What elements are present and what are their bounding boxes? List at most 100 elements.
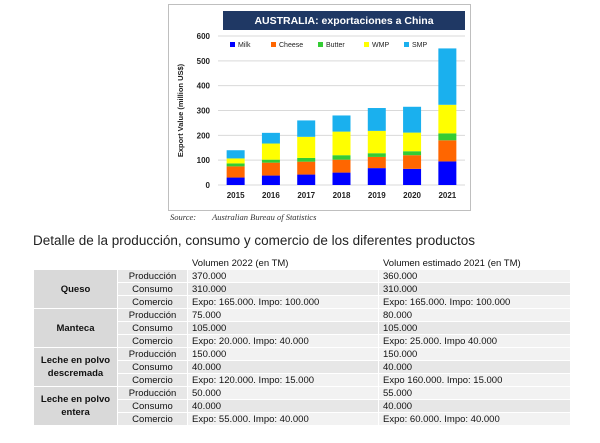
x-tick-label: 2017 <box>297 191 315 200</box>
metric-label: Producción <box>117 386 188 400</box>
y-axis-label: Export Value (million US$) <box>176 63 185 157</box>
bar-butter-2018 <box>332 155 351 160</box>
legend-label-milk: Milk <box>238 42 251 49</box>
x-tick-label: 2019 <box>368 191 386 200</box>
bar-smp-2018 <box>332 115 351 132</box>
value-2021: 55.000 <box>378 386 571 400</box>
y-tick-label: 500 <box>197 57 211 66</box>
value-2022: 40.000 <box>187 360 379 374</box>
legend-label-butter: Butter <box>326 42 345 49</box>
metric-label: Comercio <box>117 295 188 309</box>
production-table: Volumen 2022 (en TM) Volumen estimado 20… <box>33 256 571 426</box>
bar-milk-2021 <box>438 161 457 185</box>
legend-swatch-butter <box>318 42 323 47</box>
x-tick-label: 2020 <box>403 191 421 200</box>
bar-cheese-2021 <box>438 140 457 162</box>
legend-label-cheese: Cheese <box>279 42 303 49</box>
legend-swatch-wmp <box>364 42 369 47</box>
legend-label-wmp: WMP <box>372 42 389 49</box>
source-text: Australian Bureau of Statistics <box>212 212 317 222</box>
metric-label: Consumo <box>117 399 188 413</box>
value-2021: 40.000 <box>378 360 571 374</box>
y-tick-label: 300 <box>197 107 211 116</box>
bar-milk-2019 <box>367 168 386 185</box>
y-tick-label: 0 <box>206 181 211 190</box>
table-row: Comercio Expo: 20.000. Impo: 40.000 Expo: … <box>34 334 571 348</box>
source-label: Source: <box>170 212 197 222</box>
table-row: Consumo 40.000 40.000 <box>34 399 571 413</box>
header-metric <box>117 256 188 270</box>
section-heading: Detalle de la producción, consumo y come… <box>33 233 475 248</box>
y-tick-label: 600 <box>197 32 211 41</box>
value-2022: 370.000 <box>187 269 379 283</box>
bar-smp-2015 <box>226 150 245 159</box>
product-name: Manteca <box>33 308 118 348</box>
table-row: Consumo 105.000 105.000 <box>34 321 571 335</box>
y-tick-label: 100 <box>197 156 211 165</box>
bar-milk-2020 <box>403 168 422 185</box>
metric-label: Consumo <box>117 321 188 335</box>
value-2022: Expo: 20.000. Impo: 40.000 <box>187 334 379 348</box>
value-2021: 150.000 <box>378 347 571 361</box>
product-name: Leche en polvo descremada <box>33 347 118 387</box>
value-2021: Expo: 165.000. Impo: 100.000 <box>378 295 571 309</box>
bar-smp-2019 <box>367 108 386 131</box>
bar-cheese-2016 <box>261 162 280 176</box>
bar-butter-2020 <box>403 151 422 156</box>
metric-label: Producción <box>117 308 188 322</box>
bar-wmp-2017 <box>297 136 316 158</box>
bar-butter-2019 <box>367 153 386 157</box>
legend-label-smp: SMP <box>412 42 428 49</box>
bar-butter-2017 <box>297 157 316 162</box>
bar-smp-2017 <box>297 120 316 137</box>
header-volume-2022: Volumen 2022 (en TM) <box>187 256 379 270</box>
value-2021: 360.000 <box>378 269 571 283</box>
table-row: Consumo 40.000 40.000 <box>34 360 571 374</box>
value-2021: 80.000 <box>378 308 571 322</box>
value-2022: Expo: 55.000. Impo: 40.000 <box>187 412 379 426</box>
table-body: Queso Producción 370.000 360.000 Consumo 310.… <box>33 269 571 426</box>
bar-wmp-2015 <box>226 158 245 164</box>
x-tick-label: 2016 <box>262 191 280 200</box>
value-2022: 105.000 <box>187 321 379 335</box>
value-2022: 40.000 <box>187 399 379 413</box>
value-2021: 310.000 <box>378 282 571 296</box>
metric-label: Comercio <box>117 373 188 387</box>
bar-wmp-2018 <box>332 131 351 156</box>
bar-smp-2016 <box>261 132 280 144</box>
bar-cheese-2020 <box>403 155 422 169</box>
chart-source: Source: Australian Bureau of Statistics <box>170 212 330 222</box>
bar-wmp-2020 <box>403 132 422 152</box>
metric-label: Comercio <box>117 412 188 426</box>
metric-label: Consumo <box>117 282 188 296</box>
product-name: Leche en polvo entera <box>33 386 118 426</box>
bar-milk-2016 <box>261 175 280 185</box>
bar-milk-2015 <box>226 177 245 185</box>
header-volume-2021: Volumen estimado 2021 (en TM) <box>378 256 571 270</box>
product-name: Queso <box>33 269 118 309</box>
metric-label: Producción <box>117 269 188 283</box>
bar-milk-2017 <box>297 174 316 185</box>
value-2021: 105.000 <box>378 321 571 335</box>
metric-label: Producción <box>117 347 188 361</box>
bar-cheese-2019 <box>367 156 386 169</box>
chart-title: AUSTRALIA: exportaciones a China <box>223 11 465 30</box>
value-2022: 75.000 <box>187 308 379 322</box>
x-tick-label: 2021 <box>438 191 456 200</box>
metric-label: Comercio <box>117 334 188 348</box>
value-2022: 150.000 <box>187 347 379 361</box>
bar-cheese-2018 <box>332 159 351 173</box>
table-row: Comercio Expo: 55.000. Impo: 40.000 Expo: … <box>34 412 571 426</box>
bar-cheese-2015 <box>226 166 245 178</box>
legend-swatch-cheese <box>271 42 276 47</box>
y-tick-label: 200 <box>197 131 211 140</box>
value-2021: 40.000 <box>378 399 571 413</box>
bar-butter-2016 <box>261 159 280 163</box>
x-tick-label: 2015 <box>227 191 245 200</box>
legend-swatch-smp <box>404 42 409 47</box>
header-product <box>33 256 118 270</box>
export-bar-chart: 0 100 200 300 400 500 600 Export Value (million… <box>176 32 465 200</box>
x-tick-label: 2018 <box>333 191 351 200</box>
table-row: Leche en polvo entera Producción 50.000 55.… <box>33 386 571 426</box>
y-tick-label: 400 <box>197 82 211 91</box>
